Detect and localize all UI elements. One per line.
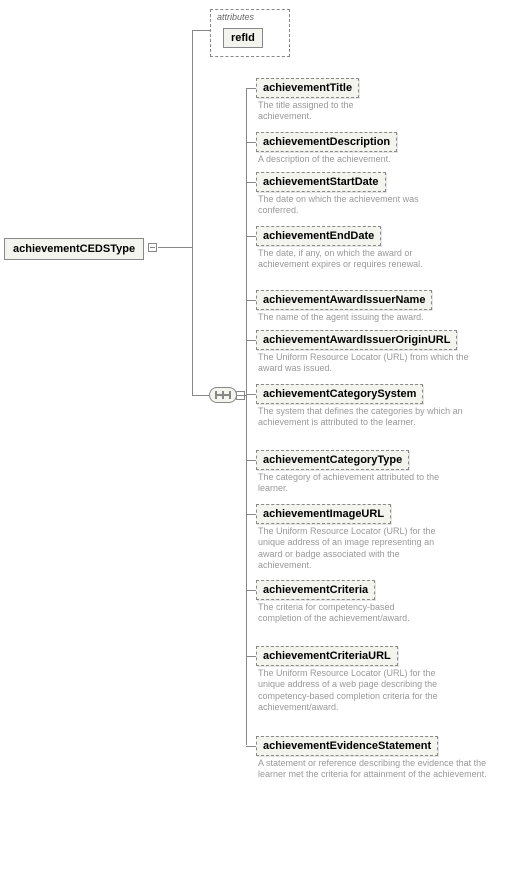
element-desc-achievementCriteria: The criteria for competency-based comple… [258,602,428,625]
connector-seq-h [192,395,209,396]
element-achievementCategorySystem: achievementCategorySystem [256,384,423,404]
connector-seq-out-h [237,395,246,396]
element-achievementCriteriaURL: achievementCriteriaURL [256,646,398,666]
connector-elem-5 [246,340,256,341]
element-achievementStartDate: achievementStartDate [256,172,386,192]
connector-elem-9 [246,590,256,591]
connector-elem-1 [246,142,256,143]
root-type-label: achievementCEDSType [13,243,135,255]
element-desc-achievementAwardIssuerName: The name of the agent issuing the award. [258,312,468,323]
element-achievementEvidenceStatement: achievementEvidenceStatement [256,736,438,756]
connector-elem-2 [246,182,256,183]
element-desc-achievementEndDate: The date, if any, on which the award or … [258,248,428,271]
element-desc-achievementCriteriaURL: The Uniform Resource Locator (URL) for t… [258,668,448,713]
root-type-box: achievementCEDSType [4,238,144,260]
connector-elem-7 [246,460,256,461]
element-achievementEndDate: achievementEndDate [256,226,381,246]
connector-root-h [158,247,192,248]
element-desc-achievementAwardIssuerOriginURL: The Uniform Resource Locator (URL) from … [258,352,478,375]
attribute-refid: refId [223,28,263,48]
attributes-header: attributes [217,12,254,22]
connector-elem-4 [246,300,256,301]
element-desc-achievementImageURL: The Uniform Resource Locator (URL) for t… [258,526,448,571]
connector-elem-8 [246,514,256,515]
element-achievementAwardIssuerOriginURL: achievementAwardIssuerOriginURL [256,330,457,350]
element-achievementTitle: achievementTitle [256,78,359,98]
element-achievementImageURL: achievementImageURL [256,504,391,524]
connector-child-trunk-v [246,88,247,745]
element-desc-achievementCategoryType: The category of achievement attributed t… [258,472,468,495]
element-achievementCategoryType: achievementCategoryType [256,450,409,470]
sequence-icon [209,387,237,403]
element-desc-achievementStartDate: The date on which the achievement was co… [258,194,428,217]
connector-attr-h [192,30,210,31]
element-achievementAwardIssuerName: achievementAwardIssuerName [256,290,432,310]
attribute-refid-label: refId [231,32,255,44]
element-desc-achievementTitle: The title assigned to the achievement. [258,100,388,123]
element-achievementDescription: achievementDescription [256,132,397,152]
element-desc-achievementEvidenceStatement: A statement or reference describing the … [258,758,488,781]
element-achievementCriteria: achievementCriteria [256,580,375,600]
connector-elem-0 [246,88,256,89]
connector-elem-3 [246,236,256,237]
element-desc-achievementDescription: A description of the achievement. [258,154,418,165]
connector-elem-6 [246,394,256,395]
connector-trunk-v [192,30,193,395]
connector-elem-11 [246,746,256,747]
element-desc-achievementCategorySystem: The system that defines the categories b… [258,406,468,429]
expand-toggle-root[interactable] [148,243,157,252]
connector-elem-10 [246,656,256,657]
